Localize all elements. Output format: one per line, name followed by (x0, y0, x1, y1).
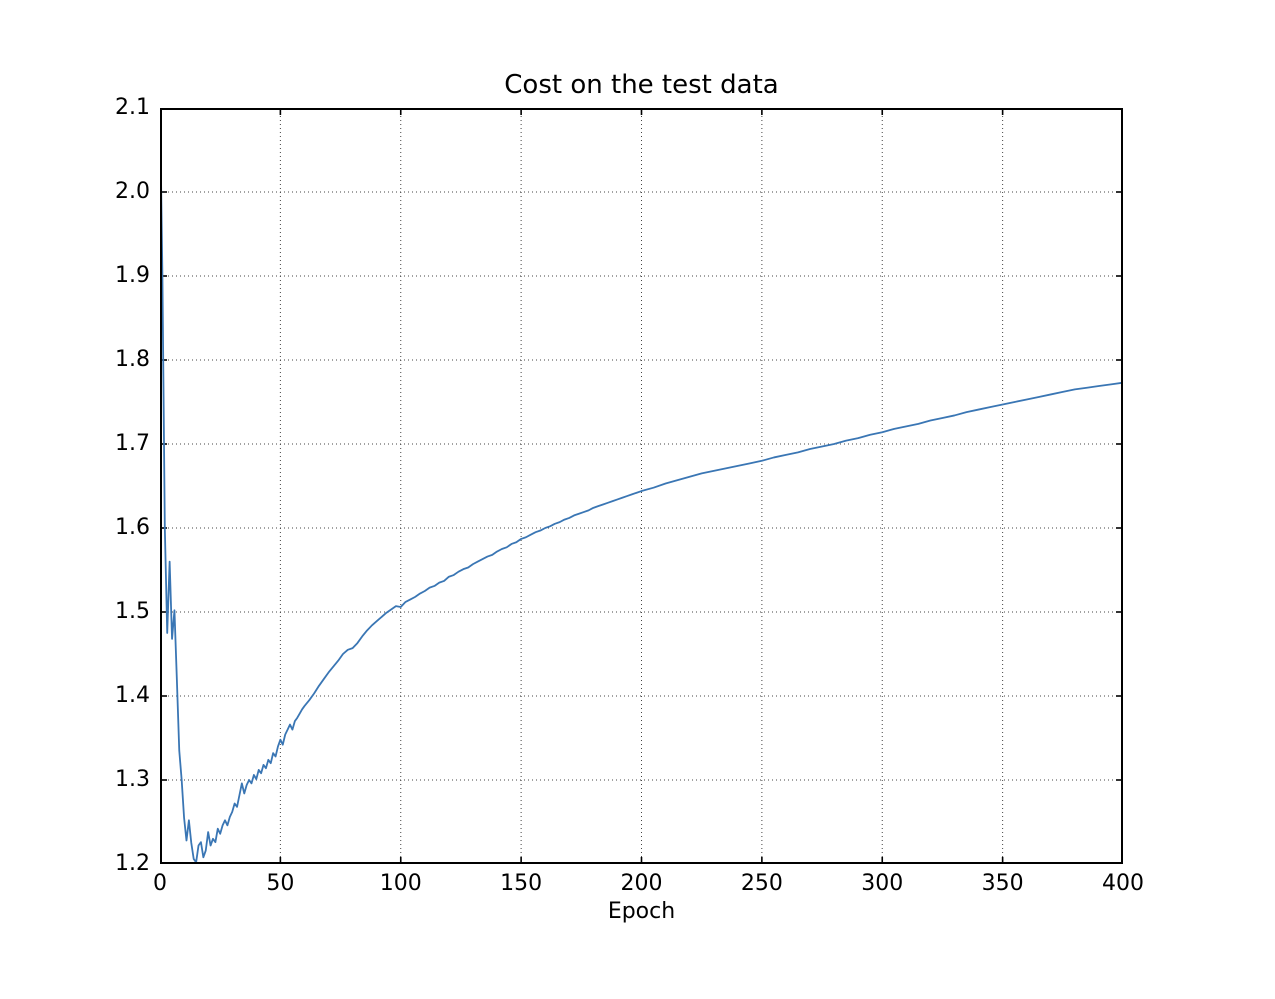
x-tick-label: 150 (500, 871, 543, 896)
y-tick-label: 2.0 (115, 179, 150, 204)
x-tick-label: 100 (379, 871, 422, 896)
y-tick-label: 1.2 (115, 851, 150, 876)
y-tick-label: 1.4 (115, 683, 150, 708)
x-tick-label: 200 (620, 871, 663, 896)
y-tick-label: 1.3 (115, 767, 150, 792)
chart-title: Cost on the test data (504, 70, 779, 100)
x-tick-label: 400 (1102, 871, 1144, 896)
plot-area (160, 108, 1123, 864)
x-tick-label: 250 (740, 871, 783, 896)
cost-line (160, 108, 1123, 864)
y-tick-label: 1.9 (115, 263, 150, 288)
x-axis-label: Epoch (607, 899, 676, 924)
y-tick-label: 2.1 (115, 95, 150, 120)
x-tick-label: 50 (266, 871, 295, 896)
x-tick-label: 300 (861, 871, 904, 896)
plot-border (160, 108, 1123, 864)
x-tick-label: 350 (981, 871, 1024, 896)
y-tick-label: 1.7 (115, 431, 150, 456)
y-tick-label: 1.8 (115, 347, 150, 372)
x-tick-label: 0 (153, 871, 167, 896)
y-tick-label: 1.5 (115, 599, 150, 624)
y-tick-label: 1.6 (115, 515, 150, 540)
